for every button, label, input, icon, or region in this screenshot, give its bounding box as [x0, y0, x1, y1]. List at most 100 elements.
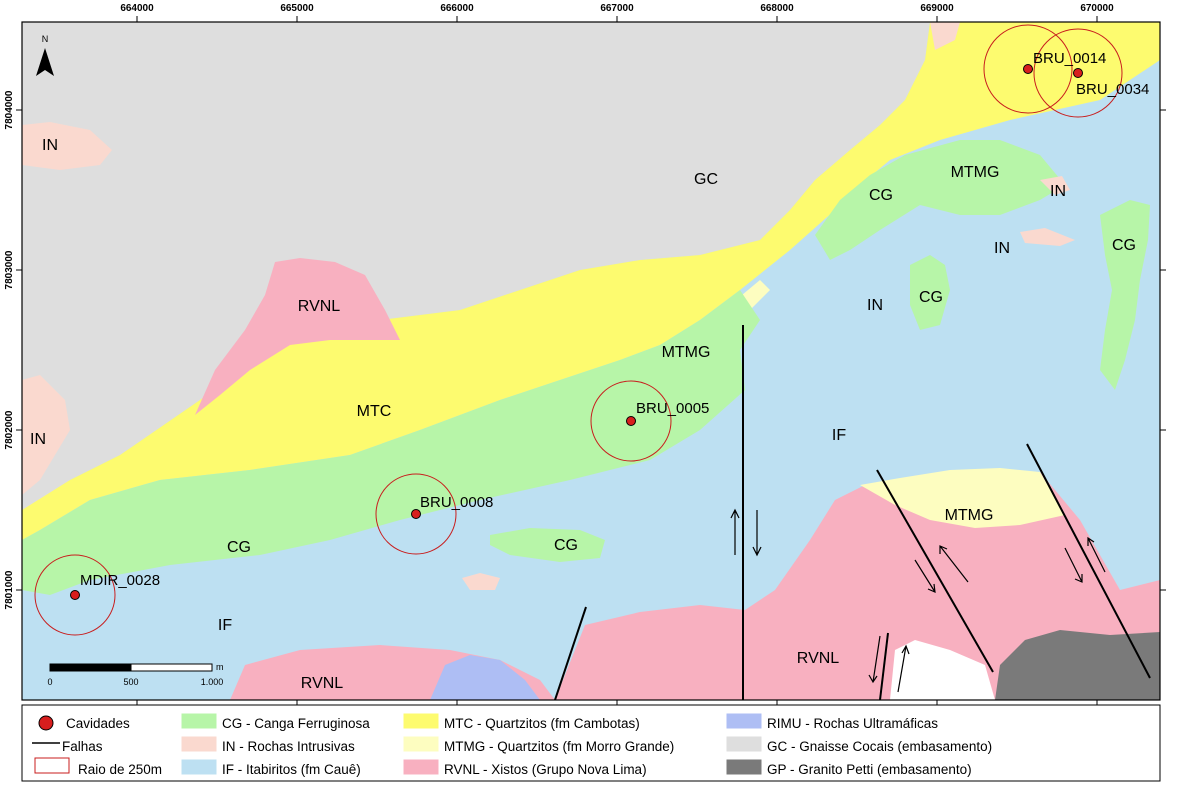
radius-250m-circle: [590, 380, 672, 462]
cave-point[interactable]: [411, 509, 421, 519]
scale-unit: m: [216, 662, 224, 672]
unit-label-mtc-1: MTC: [357, 403, 392, 420]
unit-label-if-2: IF: [218, 617, 232, 634]
unit-label-cg-4: CG: [227, 539, 251, 556]
scale-bar-black-segment: [49, 663, 132, 672]
legend-unit-label: MTMG - Quartzitos (fm Morro Grande): [444, 739, 674, 754]
unit-label-in-3: IN: [1050, 183, 1066, 200]
unit-label-rvnl-2: RVNL: [301, 675, 343, 692]
fault-arrow-up: [730, 508, 740, 555]
unit-in-area-east-2: [1020, 228, 1075, 246]
cave-point[interactable]: [626, 416, 636, 426]
unit-label-cg-1: CG: [869, 187, 893, 204]
legend-swatch: [181, 713, 217, 729]
legend-swatch: [403, 713, 439, 729]
legend-swatch: [726, 759, 762, 775]
fault-arrow-up: [897, 644, 910, 693]
scale-bar: 0 500 1.000 m: [47, 662, 223, 687]
scale-bar-white-segment: [130, 663, 213, 672]
radius-250m-circle: [1033, 28, 1123, 118]
legend-label-fault: Falhas: [62, 739, 103, 754]
unit-label-if-1: IF: [832, 427, 846, 444]
x-tick-label: 668000: [760, 3, 794, 14]
unit-label-in-5: IN: [867, 297, 883, 314]
unit-label-cg-2: CG: [1112, 237, 1136, 254]
unit-label-mtmg-2: MTMG: [951, 164, 1000, 181]
scale-label-1000: 1.000: [201, 677, 224, 687]
scale-label-0: 0: [47, 677, 52, 687]
cave-point[interactable]: [1073, 68, 1083, 78]
north-label: N: [42, 34, 49, 44]
unmapped-gap: [890, 640, 995, 700]
legend-unit-label: MTC - Quartzitos (fm Cambotas): [444, 716, 640, 731]
unit-label-in-4: IN: [994, 240, 1010, 257]
legend-unit-label: RIMU - Rochas Ultramáficas: [767, 716, 938, 731]
unit-label-gc-1: GC: [694, 171, 718, 188]
unit-label-in-2: IN: [30, 431, 46, 448]
unit-label-mtmg-1: MTMG: [662, 344, 711, 361]
cave-label: BRU_0034: [1076, 81, 1149, 98]
legend-unit-label: GP - Granito Petti (embasamento): [767, 762, 972, 777]
legend-label-radius: Raio de 250m: [78, 762, 162, 777]
legend-swatch: [726, 713, 762, 729]
legend-swatch: [181, 736, 217, 752]
unit-cg-area-northeast: [815, 140, 1065, 260]
x-tick-label: 667000: [600, 3, 634, 14]
radius-250m-circle: [34, 554, 116, 636]
legend: Cavidades Falhas Raio de 250m CG - Canga Fe…: [32, 713, 992, 777]
fault-arrow-up: [939, 545, 969, 583]
legend-swatch: [726, 736, 762, 752]
unit-label-cg-5: CG: [554, 537, 578, 554]
y-tick-label: 7804000: [4, 90, 15, 129]
fault-arrow-down: [914, 559, 936, 593]
fault-line: [879, 632, 889, 700]
unit-label-cg-3: CG: [919, 289, 943, 306]
legend-cave-symbol: [38, 715, 54, 731]
unit-rimu-area: [430, 655, 540, 700]
fault-arrow-down: [868, 635, 881, 684]
legend-radius-symbol: [34, 757, 70, 774]
unit-mtc-area: [22, 22, 1160, 540]
fault-arrows: [730, 508, 1106, 693]
unit-rvnl-area-southeast: [555, 472, 1160, 700]
unit-label-mtmg-3: MTMG: [945, 507, 994, 524]
unit-cg-area-east: [1100, 200, 1150, 390]
unit-label-in-1: IN: [42, 137, 58, 154]
north-arrow: N: [36, 34, 54, 76]
y-axis-ticks: 7804000 7803000 7802000 7801000: [4, 90, 1166, 609]
cave-label: MDIR_0028: [80, 572, 160, 589]
unit-in-area-small: [462, 573, 500, 590]
fault-line: [876, 469, 994, 673]
fault-arrow-up: [1087, 536, 1106, 573]
legend-unit-label: GC - Gnaisse Cocais (embasamento): [767, 739, 992, 754]
unit-cg-area-main: [22, 290, 760, 595]
unit-in-area-top: [930, 22, 960, 50]
legend-swatch: [403, 736, 439, 752]
x-tick-label: 669000: [920, 3, 954, 14]
cave-label: BRU_0005: [636, 400, 709, 417]
y-tick-label: 7801000: [4, 570, 15, 609]
north-arrow-icon: [36, 48, 54, 76]
map-body: BRU_0014 BRU_0034 BRU_0005 BRU_0008 MDIR_002…: [22, 22, 1160, 700]
unit-label-layer: IN IN IN IN IN GC RVNL RVNL RVNL MTC MTMG MTMG MTMG C…: [30, 137, 1136, 692]
radius-250m-circle: [983, 24, 1073, 114]
legend-unit-label: RVNL - Xistos (Grupo Nova Lima): [444, 762, 647, 777]
legend-swatch: [181, 759, 217, 775]
cave-point[interactable]: [1023, 64, 1033, 74]
fault-arrow-down: [752, 510, 762, 557]
y-tick-label: 7802000: [4, 410, 15, 449]
x-tick-label: 665000: [280, 3, 314, 14]
fault-line: [1026, 443, 1151, 679]
x-axis-ticks: 664000 665000 666000 667000 668000 669000 6700…: [120, 3, 1114, 705]
unit-label-rvnl-1: RVNL: [298, 298, 340, 315]
unit-in-area-west: [22, 375, 70, 495]
map-frame: [21, 21, 1161, 701]
legend-label-cave: Cavidades: [66, 716, 130, 731]
x-tick-label: 666000: [440, 3, 474, 14]
y-tick-label: 7803000: [4, 250, 15, 289]
legend-swatch: [403, 759, 439, 775]
cave-point[interactable]: [70, 590, 80, 600]
unit-gc-area: [22, 22, 930, 510]
unit-cg-area-small: [910, 255, 950, 330]
